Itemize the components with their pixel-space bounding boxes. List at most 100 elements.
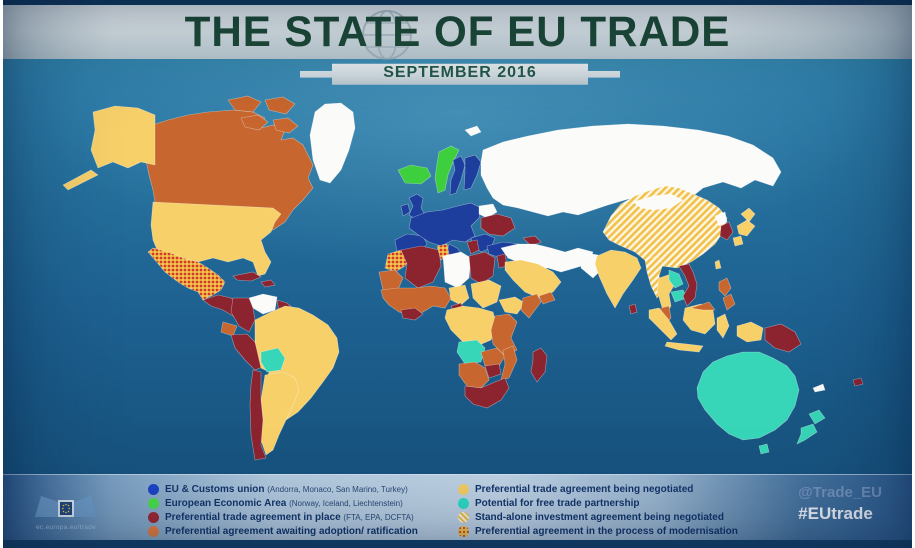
legend-note: (Andorra, Monaco, San Marino, Turkey) bbox=[267, 484, 408, 494]
legend-label: European Economic Area bbox=[165, 497, 287, 509]
map-region-ukraine bbox=[480, 213, 516, 237]
map-region-sweden bbox=[449, 155, 466, 196]
map-region-papua-new-guinea bbox=[764, 323, 802, 353]
map-region-egypt bbox=[468, 251, 496, 285]
map-region-sulawesi bbox=[716, 313, 730, 339]
map-region-south-korea bbox=[719, 221, 734, 241]
hashtag: #EUtrade bbox=[798, 503, 873, 523]
map-region-central-africa bbox=[444, 305, 498, 347]
map-region-laos bbox=[668, 269, 684, 289]
map-region-somalia bbox=[520, 293, 542, 319]
map-region-colombia bbox=[230, 297, 256, 333]
map-region-ecuador bbox=[220, 321, 238, 337]
legend-label: Potential for free trade partnership bbox=[475, 497, 640, 509]
legend-label: Preferential agreement in the process of… bbox=[475, 525, 738, 537]
subtitle-text: SEPTEMBER 2016 bbox=[383, 64, 537, 81]
legend-note: (FTA, EPA, DCFTA) bbox=[343, 512, 414, 522]
map-region-arctic-islands bbox=[227, 95, 299, 134]
map-region-namibia-botswana bbox=[458, 361, 490, 389]
legend-swatch-eu bbox=[148, 483, 159, 495]
map-region-sudan bbox=[470, 279, 502, 309]
legend-label: Preferential trade agreement being negot… bbox=[475, 483, 694, 495]
map-region-mongolia bbox=[632, 193, 684, 211]
map-region-western-balkans bbox=[466, 239, 480, 255]
top-edge-strip bbox=[3, 0, 912, 5]
map-region-svalbard bbox=[464, 125, 482, 137]
map-region-iceland bbox=[397, 164, 432, 185]
map-region-hispaniola bbox=[260, 279, 276, 288]
map-region-india bbox=[594, 249, 642, 309]
subtitle-ribbon: SEPTEMBER 2016 bbox=[300, 63, 620, 85]
legend-swatch-eea bbox=[148, 497, 159, 509]
legend-item-in-place: Preferential trade agreement in place (F… bbox=[148, 510, 418, 524]
legend-item-potential: Potential for free trade partnership bbox=[458, 496, 738, 510]
legend-swatch-investment bbox=[458, 511, 469, 523]
legend-label: Preferential agreement awaiting adoption… bbox=[165, 525, 418, 537]
title-banner: THE STATE OF EU TRADE bbox=[3, 5, 912, 60]
map-region-zambia bbox=[480, 347, 506, 367]
map-region-libya bbox=[442, 251, 472, 289]
map-region-australia bbox=[696, 351, 800, 441]
globe-watermark-icon bbox=[362, 10, 412, 60]
map-region-south-africa bbox=[464, 377, 510, 409]
map-region-philippines bbox=[718, 277, 736, 311]
map-region-fiji bbox=[852, 377, 864, 387]
legend-item-eu: EU & Customs union (Andorra, Monaco, San… bbox=[148, 482, 418, 496]
legend-item-eea: European Economic Area (Norway, Iceland,… bbox=[148, 496, 418, 510]
legend-swatch-potential bbox=[458, 497, 469, 509]
infographic-inner: THE STATE OF EU TRADE SEPTEMBER 2016 EU … bbox=[3, 0, 912, 548]
world-map bbox=[62, 95, 864, 461]
map-region-alaska bbox=[62, 105, 156, 191]
map-region-central-europe bbox=[408, 202, 482, 247]
website-label: ec.europa.eu/trade bbox=[36, 524, 96, 531]
map-region-taiwan bbox=[714, 259, 722, 270]
map-region-ghana-ivory-coast bbox=[400, 307, 424, 321]
map-region-saudi-gulf bbox=[504, 259, 562, 299]
map-region-north-korea bbox=[714, 211, 728, 227]
map-region-new-caledonia bbox=[812, 383, 826, 393]
map-region-kenya-tanzania bbox=[490, 313, 518, 357]
map-region-vietnam bbox=[678, 263, 698, 307]
bottom-edge-strip bbox=[3, 540, 912, 548]
page-title: THE STATE OF EU TRADE bbox=[184, 8, 731, 56]
ec-building-icon bbox=[35, 496, 97, 517]
map-region-sri-lanka bbox=[628, 303, 638, 315]
legend-column-left: EU & Customs union (Andorra, Monaco, San… bbox=[148, 482, 418, 538]
map-region-chad bbox=[448, 284, 470, 306]
map-region-tasmania bbox=[758, 443, 770, 455]
legend-panel: EU & Customs union (Andorra, Monaco, San… bbox=[3, 474, 912, 541]
legend-note: (Norway, Iceland, Liechtenstein) bbox=[289, 498, 403, 508]
map-region-new-zealand bbox=[796, 409, 826, 445]
map-region-cuba bbox=[232, 271, 262, 282]
map-region-ireland bbox=[400, 203, 411, 217]
legend-swatch-awaiting bbox=[148, 525, 159, 537]
map-region-belarus bbox=[478, 203, 498, 219]
map-region-sahel-west-africa bbox=[380, 285, 452, 316]
twitter-handle: @Trade_EU bbox=[798, 484, 882, 501]
legend-label: Stand-alone investment agreement being n… bbox=[475, 511, 724, 523]
map-region-algeria bbox=[400, 245, 442, 289]
legend-item-investment: Stand-alone investment agreement being n… bbox=[458, 510, 738, 524]
legend-swatch-negotiated bbox=[458, 483, 469, 495]
legend-swatch-in-place bbox=[148, 511, 159, 523]
map-region-zimbabwe bbox=[484, 363, 502, 379]
map-region-angola bbox=[456, 339, 486, 365]
map-region-chile bbox=[249, 369, 267, 461]
map-region-western-sahara bbox=[378, 269, 404, 293]
legend-item-negotiated: Preferential trade agreement being negot… bbox=[458, 482, 738, 496]
legend-label: Preferential trade agreement in place bbox=[165, 511, 341, 523]
map-region-greenland bbox=[309, 102, 356, 184]
map-region-yemen bbox=[538, 291, 556, 305]
legend-label: EU & Customs union bbox=[165, 483, 265, 495]
map-region-mexico bbox=[147, 247, 226, 301]
map-region-madagascar bbox=[530, 347, 548, 383]
map-region-japan bbox=[732, 207, 756, 247]
map-region-mozambique bbox=[500, 345, 518, 381]
legend-swatch-modernisation bbox=[458, 525, 469, 537]
map-region-norway bbox=[434, 145, 460, 194]
map-region-ethiopia bbox=[498, 296, 526, 315]
social-links: @Trade_EU #EUtrade bbox=[798, 484, 882, 524]
map-region-borneo-malaysia bbox=[690, 301, 716, 311]
map-region-sumatra bbox=[648, 307, 678, 341]
legend-item-awaiting: Preferential agreement awaiting adoption… bbox=[148, 524, 418, 538]
